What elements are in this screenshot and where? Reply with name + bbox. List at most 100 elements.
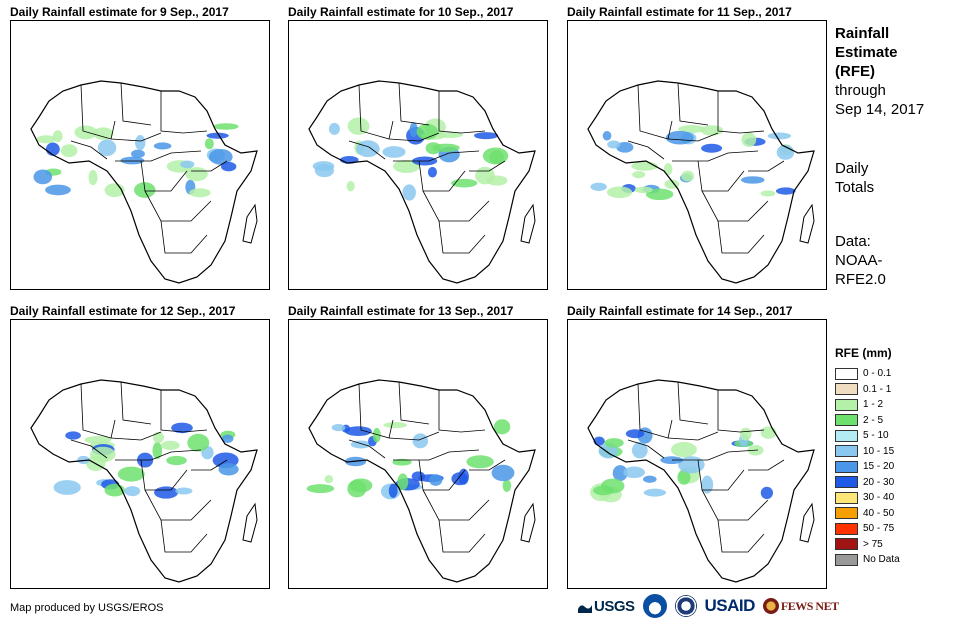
legend-label: 2 - 5: [863, 414, 884, 426]
rain-cell: [632, 171, 646, 179]
country-border: [460, 130, 486, 134]
rain-cell: [412, 433, 429, 449]
country-border: [140, 160, 188, 192]
data-line: NOAA-: [835, 252, 883, 269]
country-border: [393, 449, 480, 461]
rain-cell: [701, 475, 714, 494]
legend-label: 15 - 20: [863, 461, 895, 473]
country-border: [717, 91, 741, 134]
country-border: [672, 449, 759, 461]
rain-cell: [665, 130, 694, 145]
rainfall-map: [567, 20, 827, 290]
country-border: [115, 150, 202, 162]
rain-cell: [53, 480, 81, 495]
legend-swatch: [835, 522, 858, 535]
country-border: [469, 459, 506, 471]
legend-item: 30 - 40: [835, 490, 960, 506]
country-border: [637, 84, 673, 140]
logo-strip: USGS USAID FEWS NET: [578, 594, 839, 618]
legend-label: 1 - 2: [863, 399, 884, 411]
country-border: [717, 220, 765, 254]
country-border: [115, 449, 202, 461]
rain-cell: [324, 475, 334, 484]
rain-cell: [93, 127, 114, 140]
rain-cell: [473, 132, 499, 140]
rain-cell: [409, 122, 418, 138]
madagascar-outline: [799, 502, 815, 543]
rain-cell: [120, 156, 145, 165]
rain-cell: [775, 187, 796, 195]
legend-item: 15 - 20: [835, 459, 960, 475]
rain-cell: [760, 486, 774, 500]
country-border: [80, 383, 116, 439]
country-border: [418, 160, 466, 192]
map-panel-6: Daily Rainfall estimate for 14 Sep., 201…: [567, 303, 827, 589]
panel-title: Daily Rainfall estimate for 10 Sep., 201…: [288, 5, 514, 19]
rain-cell: [185, 167, 208, 182]
rainfall-map: [288, 319, 548, 589]
rain-cell: [643, 488, 667, 497]
rain-cell: [213, 123, 239, 130]
rain-cell: [350, 440, 371, 449]
country-border: [677, 381, 709, 425]
country-border: [110, 132, 162, 142]
legend-item: 0.1 - 1: [835, 382, 960, 398]
rain-cell: [700, 125, 724, 136]
rain-cell: [767, 132, 792, 140]
rain-cell: [631, 442, 648, 459]
country-border: [438, 91, 462, 134]
rain-cell: [616, 141, 634, 153]
rain-cell: [760, 426, 777, 439]
legend-title: RFE (mm): [835, 346, 892, 360]
rain-cell: [152, 442, 163, 460]
rain-cell: [65, 431, 81, 440]
country-border: [422, 190, 490, 222]
rain-cell: [218, 463, 239, 476]
noaa-logo-icon: [642, 594, 667, 618]
rain-cell: [606, 186, 633, 199]
rain-cell: [660, 456, 684, 464]
rain-cell: [493, 419, 511, 435]
rain-cell: [344, 426, 372, 437]
rain-cell: [189, 188, 211, 198]
rain-cell: [45, 142, 60, 156]
rain-cell: [388, 483, 398, 498]
country-border: [697, 459, 745, 491]
map-panel-3: Daily Rainfall estimate for 11 Sep., 201…: [567, 4, 827, 290]
rain-cell: [643, 475, 657, 483]
dhs-seal-icon: [674, 595, 697, 617]
country-border: [627, 439, 665, 459]
legend-item: > 75: [835, 537, 960, 553]
panel-title: Daily Rainfall estimate for 9 Sep., 2017: [10, 5, 229, 19]
country-border: [701, 190, 769, 222]
rain-cell: [166, 455, 187, 466]
rain-cell: [331, 424, 346, 432]
country-border: [748, 160, 785, 172]
rain-cell: [739, 427, 752, 441]
fews-net-logo-text: FEWS NET: [780, 598, 839, 613]
coastline: [587, 80, 815, 284]
madagascar-outline: [799, 203, 815, 244]
fews-net-logo-icon: FEWS NET: [762, 598, 839, 614]
rain-cell: [88, 169, 98, 186]
coastline: [30, 379, 258, 583]
legend-swatch: [835, 414, 858, 427]
country-border: [667, 431, 719, 441]
legend-swatch: [835, 476, 858, 489]
africa-map-icon: [587, 80, 815, 284]
rain-cell: [117, 466, 145, 482]
country-border: [160, 390, 184, 433]
rain-cell: [131, 149, 145, 159]
rain-cell: [154, 486, 179, 499]
country-border: [460, 429, 486, 433]
country-border: [637, 383, 673, 439]
country-border: [358, 84, 394, 140]
rain-cell: [74, 125, 98, 140]
rain-cell: [161, 440, 180, 451]
madagascar-outline: [520, 502, 536, 543]
totals-line: Daily: [835, 160, 869, 177]
madagascar-outline: [520, 203, 536, 244]
rain-cell: [411, 471, 426, 482]
legend-swatch: [835, 383, 858, 396]
rain-cell: [171, 422, 193, 434]
